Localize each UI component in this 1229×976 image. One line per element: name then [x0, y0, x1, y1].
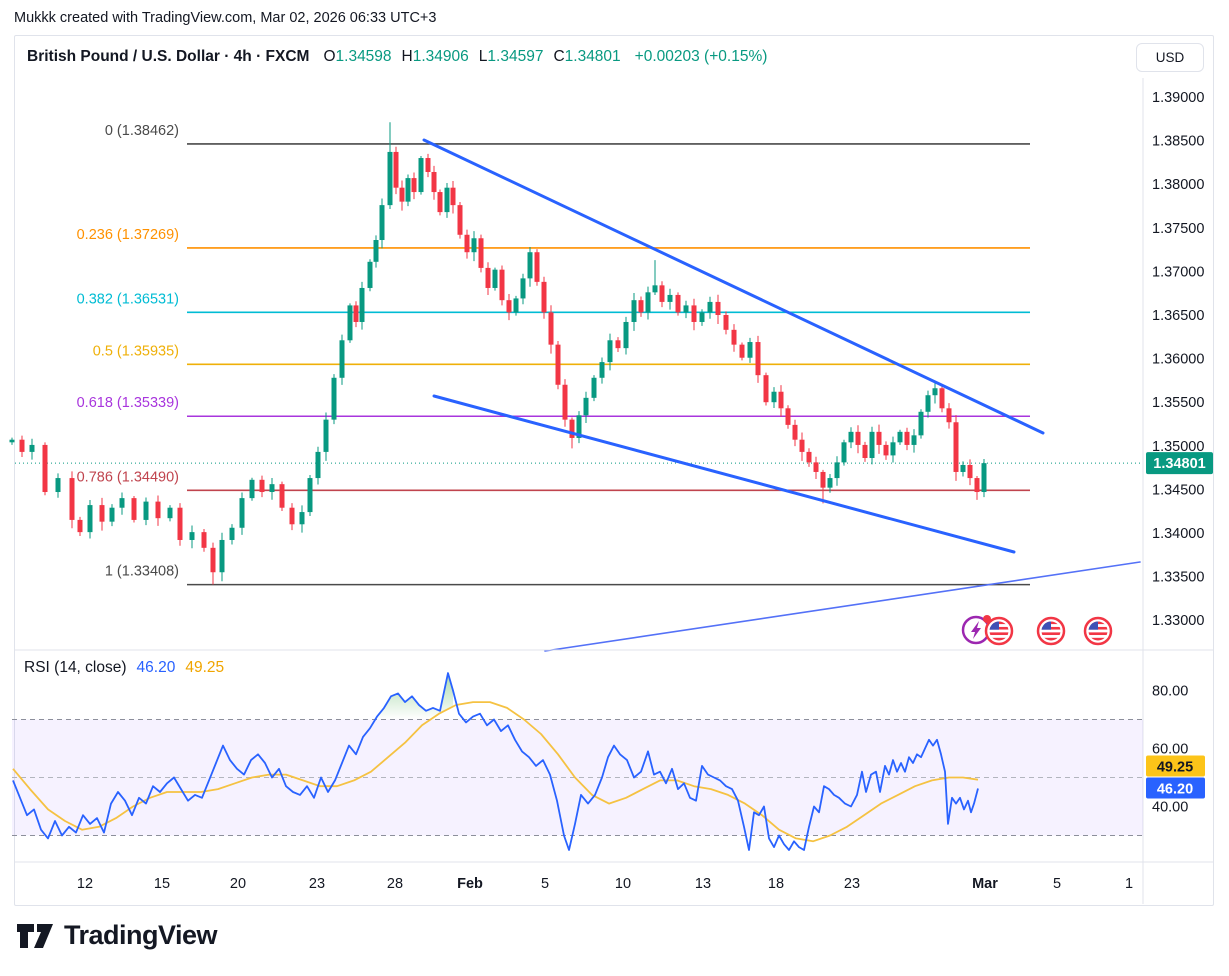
tradingview-logo-text: TradingView	[64, 920, 218, 950]
rsi-name: RSI (14, close)	[24, 659, 127, 676]
ohlc-values: O1.34598 H1.34906 L1.34597 C1.34801	[323, 48, 620, 66]
attribution-text: Mukkk created with TradingView.com, Mar …	[14, 10, 437, 26]
ohlc-pair: L1.34597	[478, 48, 544, 65]
ohlc-pair: O1.34598	[323, 48, 392, 65]
symbol-title[interactable]: British Pound / U.S. Dollar · 4h · FXCM	[27, 48, 310, 65]
tradingview-glyph-icon	[17, 923, 53, 948]
ohlc-pair: H1.34906	[401, 48, 469, 65]
rsi-ma-value: 49.25	[185, 659, 225, 676]
rsi-indicator-title[interactable]: RSI (14, close) 46.20 49.25	[24, 659, 224, 677]
chart-header: British Pound / U.S. Dollar · 4h · FXCM …	[27, 48, 767, 66]
currency-button[interactable]: USD	[1136, 43, 1204, 72]
chart-card: British Pound / U.S. Dollar · 4h · FXCM …	[14, 35, 1214, 906]
rsi-value: 46.20	[136, 659, 176, 676]
tradingview-logo[interactable]: TradingView	[16, 920, 218, 951]
change-value: +0.00203 (+0.15%)	[634, 48, 768, 65]
ohlc-pair: C1.34801	[553, 48, 621, 65]
